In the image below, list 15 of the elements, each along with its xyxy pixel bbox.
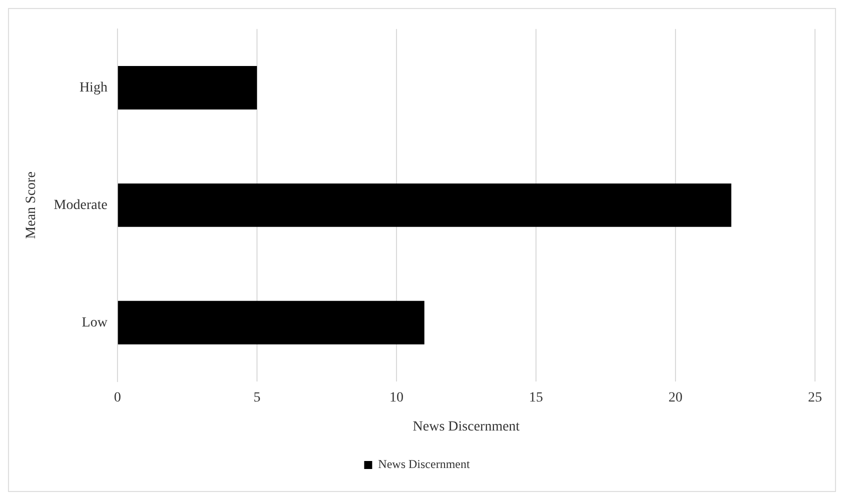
y-tick-label: Moderate: [54, 198, 108, 213]
bar: [118, 183, 732, 227]
x-tick-label: 10: [389, 390, 404, 406]
legend-label: News Discernment: [378, 457, 470, 472]
bar: [118, 300, 424, 344]
x-tick-label: 0: [114, 390, 121, 406]
y-tick-label: Low: [82, 315, 108, 330]
y-axis-title: Mean Score: [24, 172, 40, 239]
x-tick-label: 20: [668, 390, 682, 406]
bar: [118, 66, 257, 110]
x-tick-label: 15: [528, 390, 543, 406]
y-tick-label: High: [79, 80, 108, 96]
x-tick-label: 25: [808, 390, 822, 406]
x-tick-label: 5: [253, 390, 260, 406]
x-axis-title: News Discernment: [412, 419, 520, 434]
